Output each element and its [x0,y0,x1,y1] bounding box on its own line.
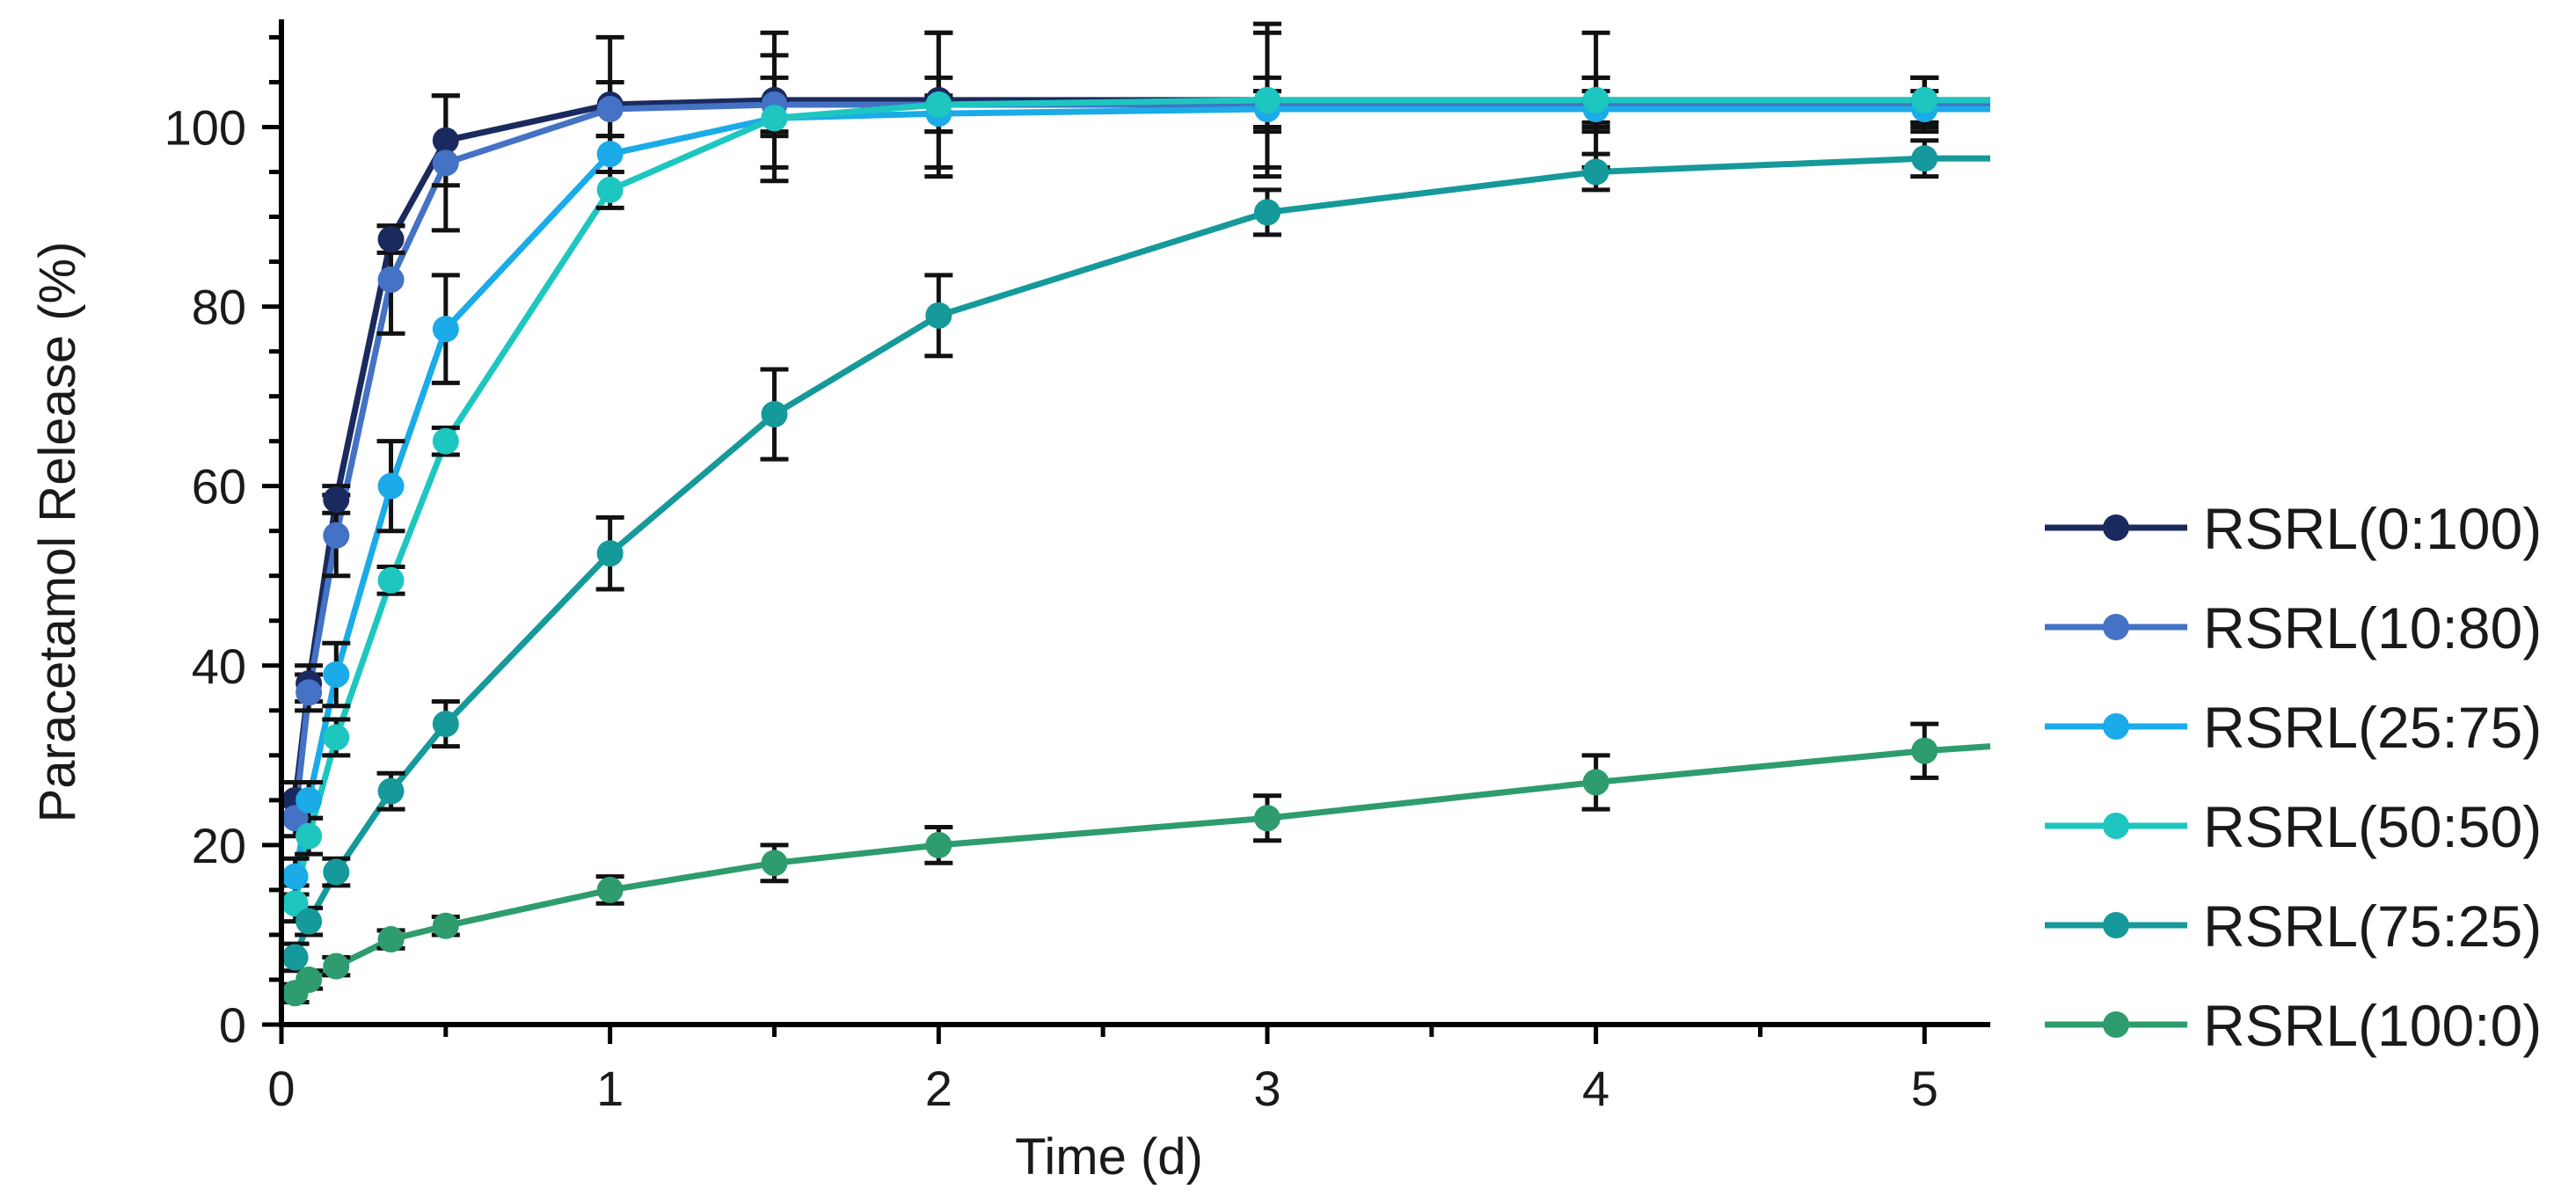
y-axis-title: Paracetamol Release (%) [29,242,86,823]
data-point [377,472,405,500]
data-point [296,786,323,814]
data-point [432,427,459,455]
x-axis: 0 1 2 3 4 5 [267,1022,1990,1116]
data-point [377,226,405,253]
data-point [1911,737,1938,764]
data-point [323,522,350,549]
x-tick-label: 4 [1582,1061,1609,1116]
legend-label: RSRL(100:0) [2203,993,2542,1058]
data-point [1253,86,1281,113]
data-point [596,876,624,903]
legend: RSRL(0:100) RSRL(10:80) RSRL(25:75) RSRL(50… [2045,496,2542,1058]
data-point [596,540,624,567]
data-point [432,127,459,154]
legend-item-2: RSRL(25:75) [2045,695,2542,760]
data-point [281,863,309,890]
legend-item-3: RSRL(50:50) [2045,794,2542,859]
data-point [281,944,309,971]
data-point [925,91,952,118]
legend-label: RSRL(75:25) [2203,894,2542,959]
legend-item-0: RSRL(0:100) [2045,496,2542,561]
data-point [432,150,459,177]
x-tick-label: 3 [1253,1061,1281,1116]
data-point [1911,145,1938,172]
data-point [596,141,624,168]
data-point [596,96,624,123]
y-tick-label: 0 [219,997,246,1053]
data-point [296,966,323,993]
series-line-1 [292,101,1990,819]
legend-swatch-marker [2103,614,2129,640]
data-point [323,858,350,886]
data-point [1253,805,1281,832]
data-point [377,926,405,953]
legend-label: RSRL(0:100) [2203,496,2542,561]
y-tick-label: 40 [192,638,246,694]
data-point [761,105,788,132]
legend-swatch-marker [2103,713,2129,740]
data-point [1582,86,1609,113]
x-axis-title: Time (d) [1015,1128,1203,1186]
data-point [1253,199,1281,226]
y-tick-label: 60 [192,459,246,514]
data-point [377,566,405,594]
x-tick-label: 1 [596,1061,624,1116]
y-axis: 0 20 40 60 80 100 [164,19,284,1053]
x-tick-label: 5 [1911,1061,1938,1116]
data-point [323,485,350,513]
data-point [761,850,788,877]
legend-label: RSRL(10:80) [2203,595,2542,660]
legend-swatch-marker [2103,1011,2129,1038]
data-point [281,890,309,917]
data-point [323,660,350,688]
legend-swatch-marker [2103,514,2129,541]
data-point [323,724,350,751]
x-tick-label: 2 [925,1061,952,1116]
data-point [377,777,405,805]
y-tick-label: 100 [164,99,246,155]
data-point [1911,86,1938,113]
data-point [1582,769,1609,796]
data-point [596,176,624,203]
data-point [281,805,309,832]
series-line-2 [292,106,1990,878]
data-point [925,302,952,329]
legend-swatch-marker [2103,813,2129,839]
data-point [925,831,952,858]
data-point [377,266,405,293]
y-tick-label: 20 [192,818,246,873]
data-point [761,401,788,428]
legend-label: RSRL(25:75) [2203,695,2542,760]
y-tick-label: 80 [192,280,246,335]
data-point [432,316,459,343]
legend-label: RSRL(50:50) [2203,794,2542,859]
data-point [1582,158,1609,186]
legend-item-1: RSRL(10:80) [2045,595,2542,660]
x-tick-label: 0 [267,1061,295,1116]
data-point [296,822,323,850]
data-point [296,908,323,935]
series-line-0 [292,97,1990,801]
data-point [432,912,459,939]
data-point [432,711,459,738]
legend-item-4: RSRL(75:25) [2045,894,2542,959]
data-point [296,679,323,706]
series-line-5 [293,743,1991,996]
data-point [323,952,350,980]
legend-swatch-marker [2103,912,2129,938]
plot-area [281,21,1991,1007]
legend-item-5: RSRL(100:0) [2045,993,2542,1058]
